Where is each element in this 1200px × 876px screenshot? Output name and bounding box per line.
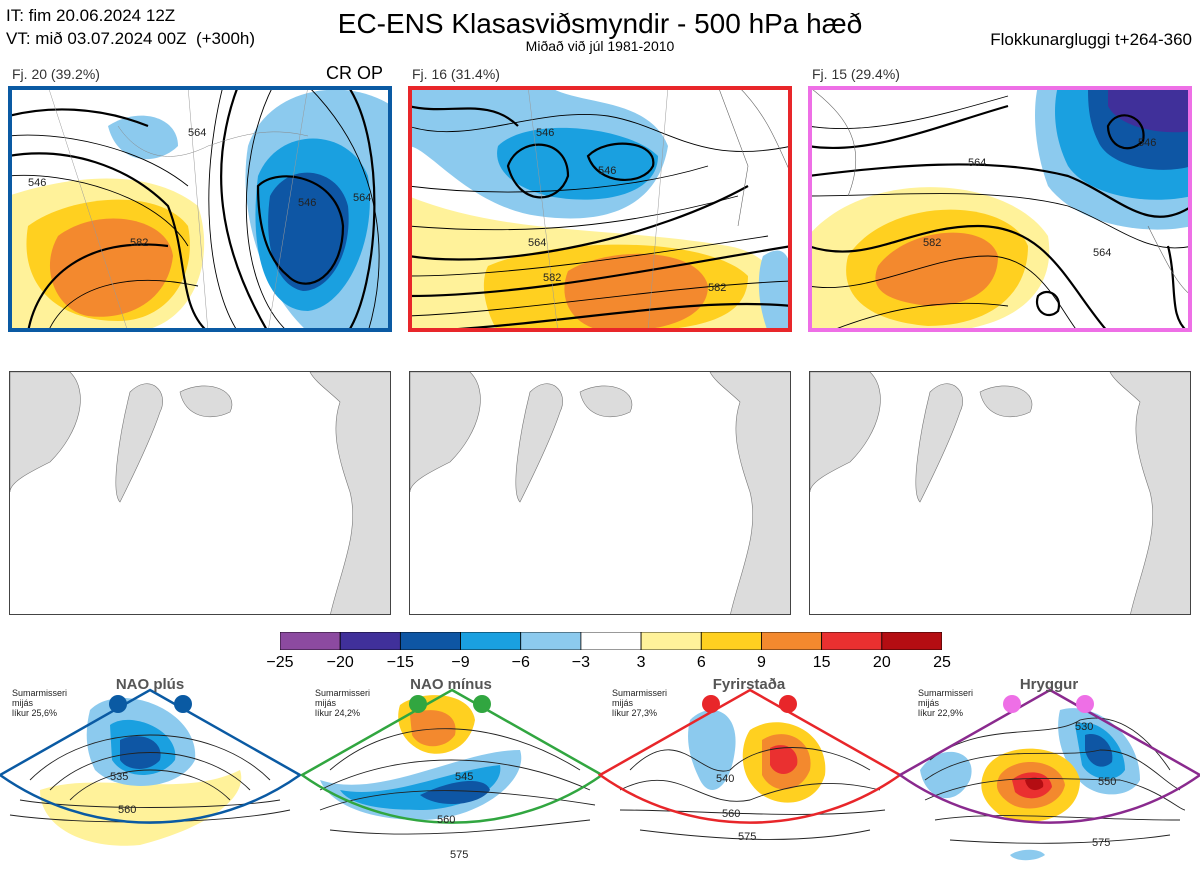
contour-label: 560 xyxy=(118,804,136,816)
contour-label: 564 xyxy=(968,157,986,169)
regime-fan-1: 535 560 xyxy=(0,688,303,846)
regime-fan-3: 540 560 575 xyxy=(597,688,903,843)
page-title: EC-ENS Klasasviðsmyndir - 500 hPa hæð xyxy=(337,8,863,39)
base-map-1 xyxy=(9,371,391,615)
contour-label: 582 xyxy=(708,282,726,294)
colorbar-swatch xyxy=(821,631,883,651)
cluster-1-frame xyxy=(8,86,392,332)
contour-label: 575 xyxy=(1092,837,1110,849)
contour-label: 575 xyxy=(450,849,468,861)
regime-3-title: Fyrirstaða xyxy=(712,676,786,693)
regime-1-title: NAO plús xyxy=(115,676,185,693)
init-time: IT: fim 20.06.2024 12Z xyxy=(6,6,176,25)
contour-label: 546 xyxy=(28,177,46,189)
regime-2-title: NAO mínus xyxy=(410,676,492,693)
contour-label: 582 xyxy=(130,237,148,249)
colorbar-ticks: −25 −20 −15 −9 −6 −3 3 6 9 15 20 25 xyxy=(266,654,950,674)
colorbar-tick-label: 3 xyxy=(636,654,646,671)
colorbar-tick-label: 25 xyxy=(933,654,951,671)
colorbar-swatch xyxy=(580,631,642,651)
contour-label: 564 xyxy=(188,127,206,139)
regime-2-note: Sumarmisseri mijás líkur 24,2% xyxy=(315,688,371,718)
contour-label: 560 xyxy=(722,808,740,820)
contour-label: 560 xyxy=(437,814,455,826)
colorbar-tick-label: −25 xyxy=(266,654,294,671)
colorbar xyxy=(279,631,943,651)
valid-time: VT: mið 03.07.2024 00Z (+300h) xyxy=(6,29,256,48)
base-map-2 xyxy=(409,371,791,615)
cluster-map-1: 546 564 582 546 564 xyxy=(8,86,392,332)
contour-label: 564 xyxy=(1093,247,1111,259)
contour-label: 564 xyxy=(353,192,371,204)
contour-label: 575 xyxy=(738,831,756,843)
colorbar-tick-label: 9 xyxy=(757,654,766,671)
colorbar-swatch xyxy=(700,631,762,651)
base-map-3 xyxy=(809,371,1191,615)
colorbar-swatch xyxy=(399,631,461,651)
regime-fan-2: 545 560 575 xyxy=(299,688,605,861)
cluster-3-label: Fj. 15 (29.4%) xyxy=(812,66,900,82)
cluster-map-2: 546 564 582 546 582 xyxy=(408,86,792,332)
colorbar-tick-label: −15 xyxy=(386,654,414,671)
header-times: IT: fim 20.06.2024 12Z VT: mið 03.07.2024… xyxy=(6,4,255,50)
colorbar-tick-label: 15 xyxy=(812,654,831,671)
colorbar-swatch xyxy=(460,631,522,651)
colorbar-swatch xyxy=(520,631,582,651)
classification-window: Flokkunargluggi t+264-360 xyxy=(990,30,1192,49)
contour-label: 540 xyxy=(716,773,734,785)
cluster-1-tag: CR OP xyxy=(326,63,384,83)
regime-panels: 535 560 545 560 575 5 xyxy=(0,680,1200,871)
cluster-3-frame xyxy=(808,86,1192,332)
colorbar-swatch xyxy=(640,631,702,651)
contour-label: 564 xyxy=(528,237,546,249)
contour-label: 582 xyxy=(543,272,561,284)
page-subtitle: Miðað við júl 1981-2010 xyxy=(525,38,675,54)
regime-fan-4: 530 550 575 xyxy=(897,688,1200,861)
contour-label: 535 xyxy=(110,771,128,783)
cluster-2-frame xyxy=(408,86,792,332)
colorbar-tick-label: −3 xyxy=(571,654,591,671)
contour-label: 530 xyxy=(1075,721,1093,733)
contour-label: 550 xyxy=(1098,776,1116,788)
regime-1-note: Sumarmisseri mijás líkur 25,6% xyxy=(12,688,68,718)
cluster-map-3: 564 582 546 564 xyxy=(808,86,1192,332)
colorbar-swatch xyxy=(279,631,341,651)
colorbar-tick-label: −20 xyxy=(326,654,354,671)
contour-label: 546 xyxy=(1138,137,1156,149)
colorbar-tick-label: −6 xyxy=(511,654,530,671)
regime-4-note: Sumarmisseri mijás líkur 22,9% xyxy=(918,688,974,718)
colorbar-tick-label: 20 xyxy=(872,654,891,671)
colorbar-swatch xyxy=(761,631,823,651)
regime-4-title: Hryggur xyxy=(1019,676,1079,693)
contour-label: 582 xyxy=(923,237,941,249)
cluster-1-label: Fj. 20 (39.2%) xyxy=(12,66,100,82)
colorbar-swatch xyxy=(881,631,943,651)
cluster-2-label: Fj. 16 (31.4%) xyxy=(412,66,500,82)
colorbar-tick-label: 6 xyxy=(696,654,706,671)
colorbar-tick-label: −9 xyxy=(451,654,470,671)
contour-label: 545 xyxy=(455,771,473,783)
contour-label: 546 xyxy=(536,127,554,139)
contour-label: 546 xyxy=(598,165,616,177)
regime-3-note: Sumarmisseri mijás líkur 27,3% xyxy=(612,688,668,718)
contour-label: 546 xyxy=(298,197,316,209)
colorbar-swatch xyxy=(339,631,401,651)
